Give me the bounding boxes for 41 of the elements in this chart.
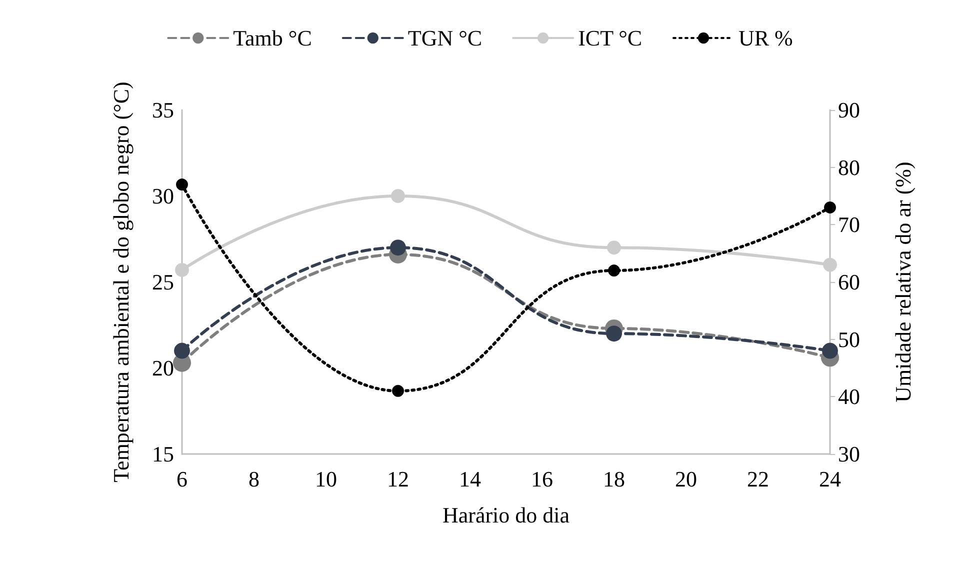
point: [391, 189, 405, 203]
y-tick-label: 30: [152, 184, 174, 208]
x-tick-label: 10: [315, 466, 337, 492]
y-tick-label: 35: [152, 98, 174, 122]
y-tick-label: 15: [152, 442, 174, 466]
x-axis-title: Harário do dia: [442, 502, 570, 528]
y2-tick-label: 40: [838, 384, 860, 410]
point: [822, 342, 838, 359]
y-tick-label: 20: [152, 356, 174, 380]
x-tick-label: 14: [459, 466, 481, 492]
point: [175, 262, 189, 277]
x-tick-label: 20: [675, 466, 697, 492]
x-tick-label: 16: [531, 466, 553, 492]
x-tick-label: 18: [603, 466, 625, 492]
x-tick-label: 24: [819, 466, 841, 492]
x-tick-label: 8: [248, 466, 260, 492]
x-tick-label: 22: [747, 466, 769, 492]
legend-label: UR %: [738, 26, 793, 50]
y2-tick-label: 80: [838, 154, 860, 180]
point: [824, 201, 836, 214]
point: [606, 326, 622, 342]
x-tick-label: 6: [176, 466, 188, 492]
y-tick-label: 25: [152, 270, 174, 294]
point: [608, 264, 620, 277]
legend-label: TGN °C: [408, 26, 482, 50]
y-axis-title: Temperatura ambiental e do globo negro (°C): [108, 82, 134, 482]
y2-tick-label: 30: [838, 442, 860, 466]
legend-label: ICT °C: [578, 26, 642, 50]
point: [176, 178, 188, 191]
point: [392, 384, 404, 397]
point: [823, 258, 837, 272]
y2-tick-label: 90: [838, 98, 860, 122]
y2-tick-label: 50: [838, 326, 860, 352]
y2-tick-label: 70: [838, 212, 860, 238]
y2-axis-title: Umidade relativa do ar (%): [890, 162, 916, 402]
point: [174, 342, 190, 359]
legend-label: Tamb °C: [233, 26, 312, 50]
x-tick-label: 12: [387, 466, 409, 492]
point: [607, 240, 621, 255]
point: [390, 240, 406, 256]
y2-tick-label: 60: [838, 270, 860, 294]
